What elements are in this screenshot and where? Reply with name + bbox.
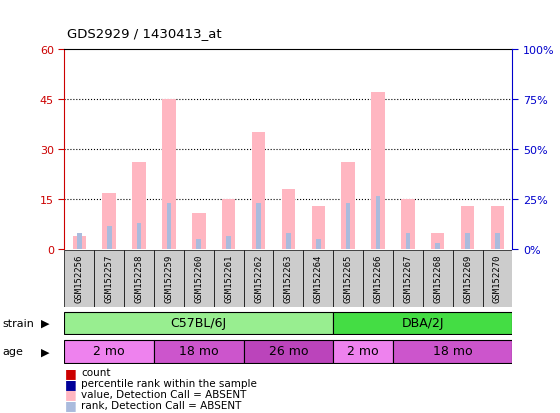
Text: GSM152258: GSM152258 <box>134 254 143 302</box>
Bar <box>435 243 440 250</box>
Text: 18 mo: 18 mo <box>179 344 218 357</box>
Text: 2 mo: 2 mo <box>347 344 379 357</box>
Bar <box>431 233 445 250</box>
Text: GSM152265: GSM152265 <box>344 254 353 302</box>
Bar <box>371 93 385 250</box>
Text: GSM152262: GSM152262 <box>254 254 263 302</box>
Bar <box>423 251 452 308</box>
Bar <box>252 133 265 250</box>
Text: GSM152266: GSM152266 <box>374 254 382 302</box>
Bar <box>226 237 231 250</box>
Text: GSM152264: GSM152264 <box>314 254 323 302</box>
Bar <box>102 193 116 250</box>
Bar <box>64 340 154 363</box>
Bar <box>214 251 244 308</box>
Text: ■: ■ <box>64 398 76 411</box>
Bar <box>197 240 201 250</box>
Text: ■: ■ <box>64 377 76 390</box>
Text: GDS2929 / 1430413_at: GDS2929 / 1430413_at <box>67 27 222 40</box>
Bar <box>132 163 146 250</box>
Bar <box>154 340 244 363</box>
Bar <box>107 226 111 250</box>
Bar <box>342 163 355 250</box>
Bar <box>192 213 206 250</box>
Bar <box>304 251 333 308</box>
Bar <box>154 251 184 308</box>
Text: GSM152267: GSM152267 <box>403 254 412 302</box>
Text: GSM152263: GSM152263 <box>284 254 293 302</box>
Bar <box>244 340 333 363</box>
Bar <box>184 251 214 308</box>
Text: GSM152260: GSM152260 <box>194 254 203 302</box>
Text: DBA/2J: DBA/2J <box>402 316 444 329</box>
Text: 26 mo: 26 mo <box>269 344 308 357</box>
Text: GSM152261: GSM152261 <box>224 254 233 302</box>
Bar <box>282 190 295 250</box>
Bar <box>77 233 82 250</box>
Bar <box>273 251 304 308</box>
Text: ■: ■ <box>64 387 76 401</box>
Text: GSM152268: GSM152268 <box>433 254 442 302</box>
Text: percentile rank within the sample: percentile rank within the sample <box>81 378 257 388</box>
Bar <box>461 206 474 250</box>
Bar <box>495 233 500 250</box>
Bar <box>166 203 171 250</box>
Bar <box>393 340 512 363</box>
Text: strain: strain <box>3 318 35 328</box>
Bar <box>286 233 291 250</box>
Bar <box>316 240 321 250</box>
Bar <box>346 203 351 250</box>
Bar <box>162 100 176 250</box>
Bar <box>333 251 363 308</box>
Bar <box>483 251 512 308</box>
Bar <box>124 251 154 308</box>
Bar <box>137 223 142 250</box>
Text: value, Detection Call = ABSENT: value, Detection Call = ABSENT <box>81 389 246 399</box>
Text: GSM152257: GSM152257 <box>105 254 114 302</box>
Bar <box>94 251 124 308</box>
Bar <box>256 203 261 250</box>
Bar <box>333 340 393 363</box>
Text: 18 mo: 18 mo <box>433 344 473 357</box>
Text: ■: ■ <box>64 366 76 379</box>
Bar <box>405 233 410 250</box>
Text: GSM152256: GSM152256 <box>75 254 84 302</box>
Bar <box>393 251 423 308</box>
Bar <box>491 206 504 250</box>
Text: ▶: ▶ <box>41 318 49 328</box>
Bar <box>64 251 94 308</box>
Text: GSM152270: GSM152270 <box>493 254 502 302</box>
Text: C57BL/6J: C57BL/6J <box>171 316 227 329</box>
Text: ▶: ▶ <box>41 347 49 356</box>
Bar <box>222 200 235 250</box>
Bar <box>311 206 325 250</box>
Bar <box>244 251 273 308</box>
Bar <box>401 200 414 250</box>
Text: GSM152259: GSM152259 <box>165 254 174 302</box>
Bar <box>452 251 483 308</box>
Bar <box>363 251 393 308</box>
Bar <box>333 312 512 334</box>
Text: rank, Detection Call = ABSENT: rank, Detection Call = ABSENT <box>81 400 241 410</box>
Text: 2 mo: 2 mo <box>94 344 125 357</box>
Text: count: count <box>81 368 111 377</box>
Bar <box>73 237 86 250</box>
Bar <box>465 233 470 250</box>
Bar <box>64 312 333 334</box>
Bar <box>376 197 380 250</box>
Text: GSM152269: GSM152269 <box>463 254 472 302</box>
Text: age: age <box>3 347 24 356</box>
